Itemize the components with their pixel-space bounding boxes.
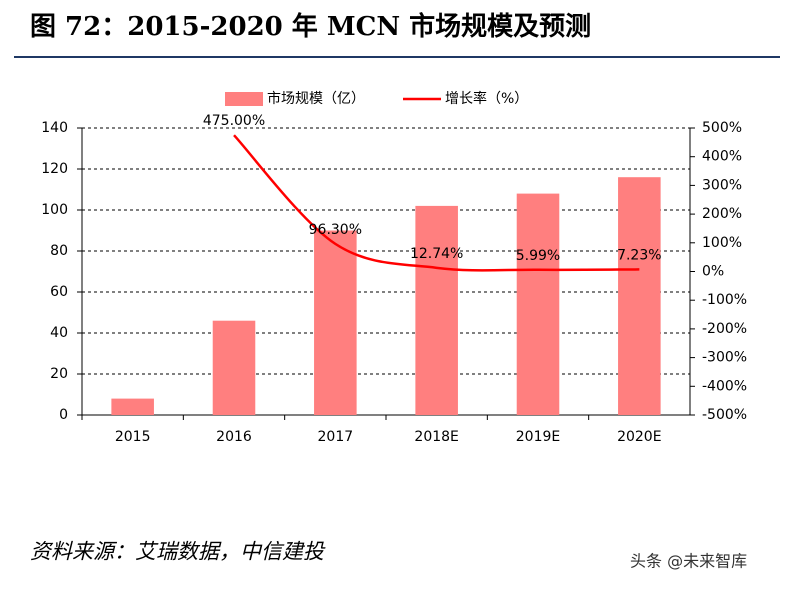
y2-tick-label: 500% (702, 120, 742, 136)
growth-line (233, 134, 640, 272)
y2-tick-label: 0% (702, 264, 724, 280)
bar (111, 398, 154, 415)
bar (618, 177, 661, 415)
y-tick-label: 40 (50, 325, 68, 341)
watermark: 头条 @未来智库 (630, 552, 747, 571)
y-tick-label: 0 (59, 407, 68, 423)
source: 资料来源：艾瑞数据，中信建投 (30, 540, 326, 564)
y2-tick-label: 300% (702, 177, 742, 193)
bar (516, 193, 560, 415)
bar (314, 230, 357, 415)
y2-tick-label: -500% (702, 407, 747, 423)
y2-tick-label: -300% (702, 350, 747, 366)
y-tick-label: 60 (50, 284, 68, 300)
y2-tick-label: -400% (702, 378, 747, 394)
legend-label: 市场规模（亿） (267, 90, 365, 107)
y2-tick-label: -100% (702, 292, 747, 308)
y-tick-label: 140 (41, 120, 68, 136)
y-tick-label: 80 (50, 243, 68, 259)
bar (415, 205, 458, 415)
page-title: 图 72：2015-2020 年 MCN 市场规模及预测 (30, 11, 591, 42)
y2-tick-label: 100% (702, 235, 742, 251)
x-tick-label: 2019E (516, 429, 560, 445)
data-label: 475.00% (203, 113, 265, 129)
y-tick-label: 120 (41, 161, 68, 177)
legend-swatch (225, 92, 263, 106)
x-tick-label: 2017 (318, 429, 354, 445)
y2-tick-label: 200% (702, 206, 742, 222)
y2-tick-label: 400% (702, 149, 742, 165)
x-tick-label: 2020E (617, 429, 661, 445)
legend-label: 增长率（%） (445, 90, 528, 107)
x-tick-label: 2015 (115, 429, 151, 445)
data-label: 5.99% (516, 248, 560, 264)
x-tick-label: 2016 (216, 429, 252, 445)
data-label: 7.23% (617, 247, 661, 263)
data-label: 96.30% (309, 222, 362, 238)
y-tick-label: 100 (41, 202, 68, 218)
bar (212, 320, 256, 415)
y2-tick-label: -200% (702, 321, 747, 337)
y-tick-label: 20 (50, 366, 68, 382)
x-tick-label: 2018E (414, 429, 458, 445)
data-label: 12.74% (410, 246, 463, 262)
